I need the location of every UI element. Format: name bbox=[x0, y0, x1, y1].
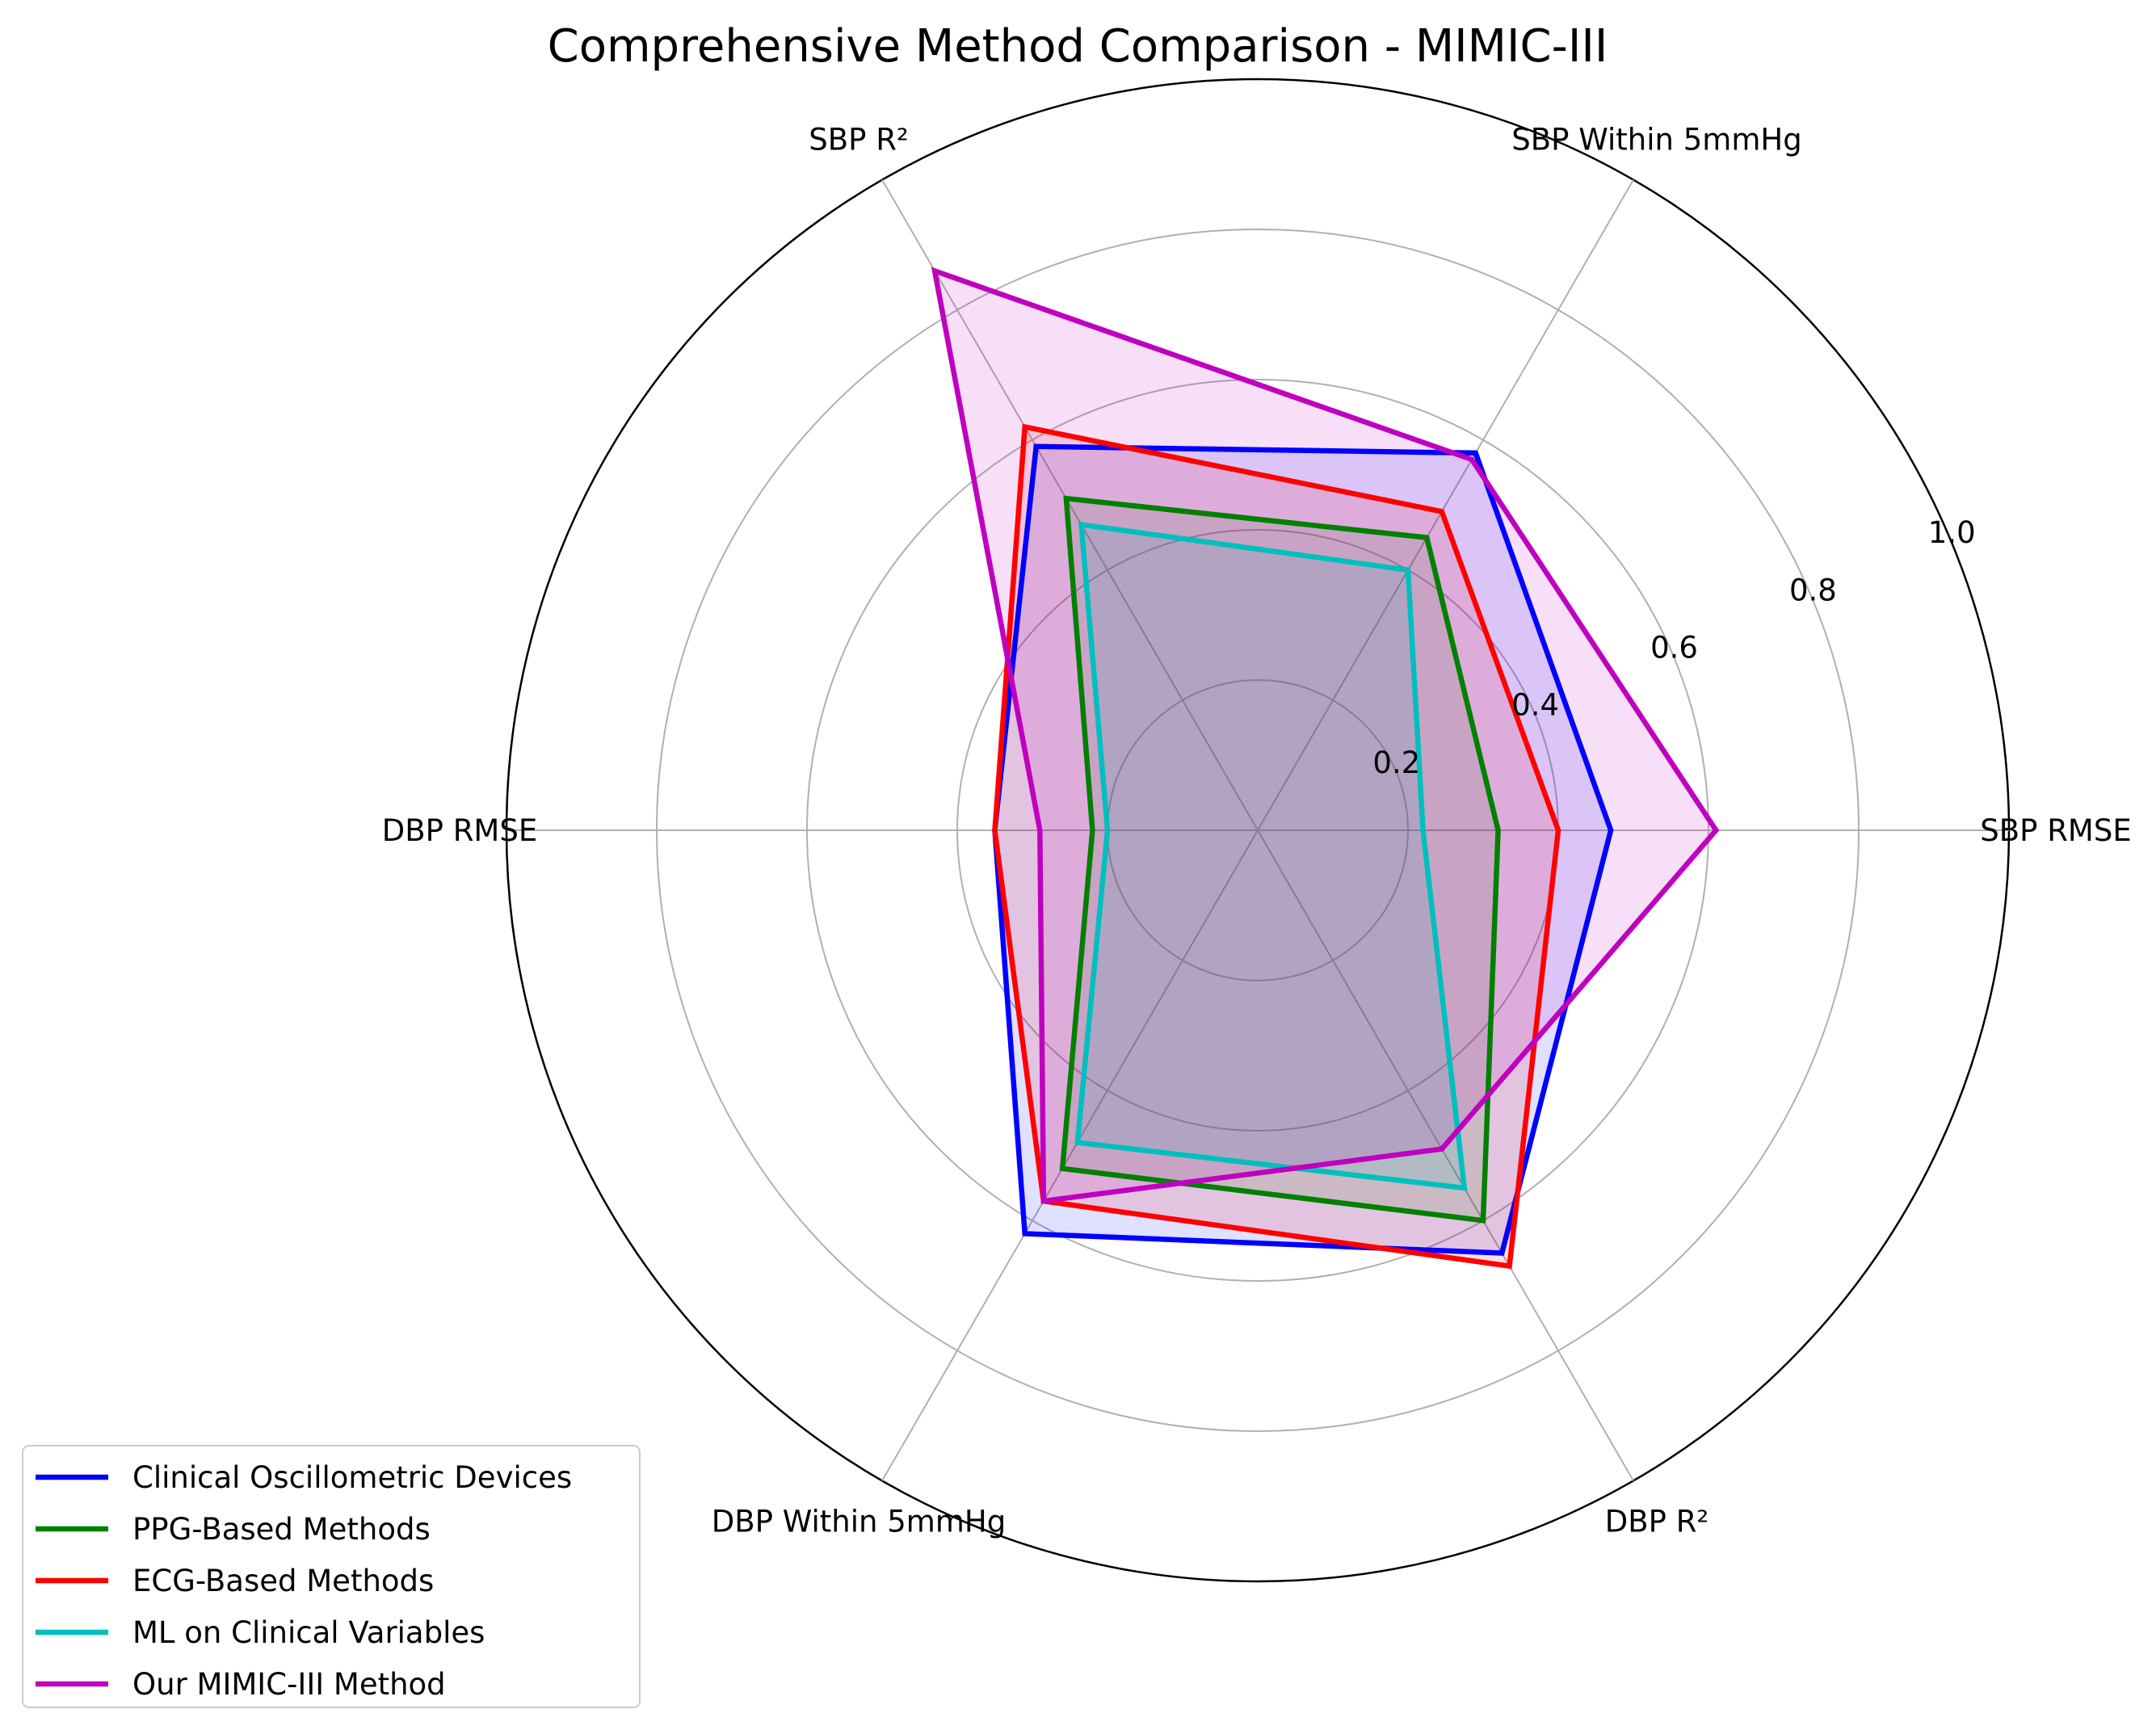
series-line-ppg-based-methods bbox=[1059, 495, 1501, 1224]
grid-layer bbox=[505, 78, 2011, 1583]
series-line-our-mimic-iii-method bbox=[931, 267, 1720, 1204]
legend: Clinical Oscillometric Devices PPG-Based … bbox=[22, 1445, 641, 1708]
series-fill-clinical-oscillometric-devices bbox=[994, 446, 1612, 1253]
series-fill-ecg-based-methods bbox=[994, 426, 1558, 1266]
legend-label-ppg-based-methods: PPG-Based Methods bbox=[132, 1512, 431, 1547]
series-fill-ppg-based-methods bbox=[1062, 498, 1498, 1221]
legend-label-our-mimic-iii-method: Our MIMIC-III Method bbox=[132, 1667, 446, 1702]
legend-label-ecg-based-methods: ECG-Based Methods bbox=[132, 1564, 434, 1598]
spoke-dbp-r bbox=[1257, 829, 1634, 1481]
axis-label-dbp-r: DBP R² bbox=[1605, 1505, 1709, 1539]
legend-label-clinical-oscillometric-devices: Clinical Oscillometric Devices bbox=[132, 1460, 572, 1495]
legend-label-ml-on-clinical-variables: ML on Clinical Variables bbox=[132, 1615, 485, 1650]
spoke-sbp-within-5mmhg bbox=[1257, 179, 1634, 831]
r-tick-label-3: 0.8 bbox=[1789, 573, 1837, 607]
series-line-ecg-based-methods bbox=[992, 423, 1561, 1270]
r-tick-label-4: 1.0 bbox=[1928, 515, 1976, 550]
r-tick-label-2: 0.6 bbox=[1650, 630, 1698, 665]
chart-title: Comprehensive Method Comparison - MIMIC-… bbox=[548, 20, 1608, 73]
legend-frame bbox=[22, 1445, 641, 1708]
axis-label-sbp-r: SBP R² bbox=[809, 122, 908, 157]
spoke-dbp-within-5mmhg bbox=[881, 829, 1259, 1481]
axis-label-dbp-within-5mmhg: DBP Within 5mmHg bbox=[712, 1505, 1006, 1539]
series-line-ml-on-clinical-variables bbox=[1074, 521, 1468, 1191]
axis-label-sbp-rmse: SBP RMSE bbox=[1980, 813, 2131, 848]
r-tick-label-1: 0.4 bbox=[1511, 688, 1559, 723]
axis-label-sbp-within-5mmhg: SBP Within 5mmHg bbox=[1511, 122, 1801, 157]
r-tick-label-0: 0.2 bbox=[1372, 745, 1420, 780]
series-fill-ml-on-clinical-variables bbox=[1077, 524, 1465, 1188]
axis-label-dbp-rmse: DBP RMSE bbox=[382, 813, 537, 848]
series-layer bbox=[931, 267, 1720, 1270]
legend-items: Clinical Oscillometric Devices PPG-Based … bbox=[36, 1460, 572, 1702]
label-layer: 0.2 0.4 0.6 0.8 1.0 SBP RMSE SBP Within 5mmHg S… bbox=[382, 122, 2132, 1539]
spoke-sbp-r bbox=[881, 179, 1259, 831]
